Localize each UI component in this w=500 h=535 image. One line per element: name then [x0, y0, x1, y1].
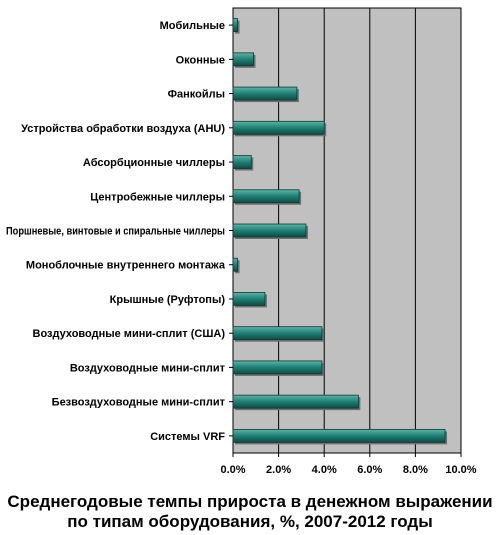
bar	[232, 120, 325, 135]
bar	[232, 86, 298, 101]
x-tick-labels: 0.0% 2.0% 4.0% 6.0% 8.0% 10.0%	[220, 464, 476, 476]
bar	[232, 257, 238, 272]
bar	[232, 360, 323, 375]
bar	[232, 189, 300, 204]
bar	[232, 223, 307, 238]
grid-lines	[232, 8, 462, 457]
x-tick-label: 2.0%	[266, 464, 291, 476]
category-label: Мобильные	[160, 20, 225, 32]
category-label: Фанкойлы	[168, 89, 225, 101]
category-label: Оконные	[176, 54, 225, 66]
category-label: Системы VRF	[150, 431, 225, 443]
x-tick-label: 8.0%	[403, 464, 428, 476]
category-label: Центробежные чиллеры	[90, 191, 225, 203]
category-label: Абсорбционные чиллеры	[83, 157, 225, 169]
bar	[232, 394, 359, 409]
chart-caption-line2: по типам оборудования, %, 2007-2012 годы	[67, 512, 433, 531]
category-label: Устройства обработки воздуха (AHU)	[21, 123, 225, 135]
bar	[232, 428, 446, 443]
bar	[232, 18, 238, 33]
category-label: Воздуховодные мини-сплит (США)	[33, 328, 226, 340]
category-label: Моноблочные внутреннего монтажа	[26, 260, 226, 272]
category-label: Крышные (Руфтопы)	[110, 294, 226, 306]
bar	[232, 155, 252, 169]
x-tick-label: 0.0%	[220, 464, 245, 476]
x-tick-label: 10.0%	[445, 464, 476, 476]
bars	[229, 18, 448, 445]
bar	[232, 292, 266, 306]
x-tick-label: 4.0%	[312, 464, 337, 476]
category-labels: Мобильные Оконные Фанкойлы Устройства обраб…	[6, 20, 226, 443]
x-tick-label: 6.0%	[357, 464, 382, 476]
category-label: Поршневые, винтовые и спиральные чиллеры	[6, 226, 225, 238]
chart-caption-line1: Среднегодовые темпы прироста в денежном …	[7, 492, 493, 511]
category-label: Безвоздуховодные мини-сплит	[52, 397, 226, 409]
bar-chart: Мобильные Оконные Фанкойлы Устройства обраб…	[6, 7, 477, 476]
bar	[232, 326, 323, 341]
bar	[232, 52, 254, 67]
category-label: Воздуховодные мини-сплит	[70, 362, 226, 374]
